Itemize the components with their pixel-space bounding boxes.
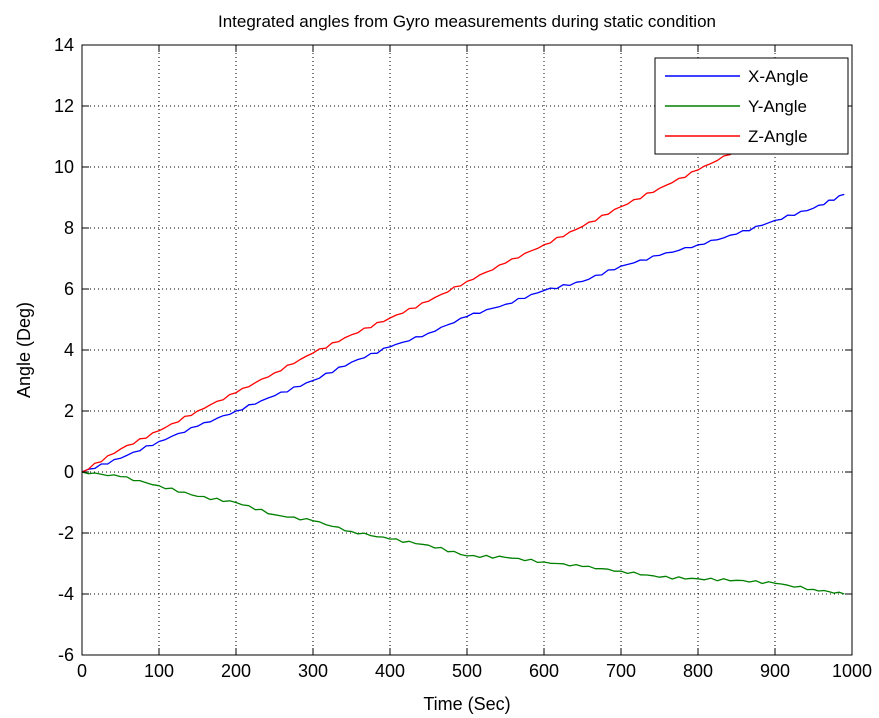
chart-title: Integrated angles from Gyro measurements…: [218, 12, 716, 31]
series-line-x-angle: [81, 193, 845, 473]
x-tick-label: 1000: [832, 661, 872, 681]
y-tick-label: -2: [58, 523, 74, 543]
y-axis-title: Angle (Deg): [14, 302, 34, 398]
x-tick-label: 200: [221, 661, 251, 681]
y-tick-label: 12: [54, 96, 74, 116]
series-line-y-angle: [81, 471, 845, 595]
x-tick-label: 0: [77, 661, 87, 681]
series-lines: [81, 102, 845, 595]
x-tick-label: 400: [375, 661, 405, 681]
y-tick-label: 4: [64, 340, 74, 360]
y-tick-label: 8: [64, 218, 74, 238]
axis-ticks: [81, 44, 853, 656]
x-tick-label: 900: [760, 661, 790, 681]
y-tick-label: 10: [54, 157, 74, 177]
legend-label-y-angle: Y-Angle: [748, 97, 807, 116]
y-tick-label: -4: [58, 584, 74, 604]
x-tick-label: 300: [298, 661, 328, 681]
x-axis-title: Time (Sec): [423, 694, 510, 714]
y-tick-label: 0: [64, 462, 74, 482]
series-line-z-angle: [81, 102, 845, 473]
legend: X-Angle Y-Angle Z-Angle: [654, 57, 849, 155]
y-tick-label: 2: [64, 401, 74, 421]
x-tick-label: 800: [683, 661, 713, 681]
x-tick-label: 700: [606, 661, 636, 681]
legend-label-x-angle: X-Angle: [748, 67, 808, 86]
y-tick-label: 6: [64, 279, 74, 299]
legend-label-z-angle: Z-Angle: [748, 127, 808, 146]
x-tick-label: 100: [144, 661, 174, 681]
y-tick-label: 14: [54, 35, 74, 55]
x-tick-label: 500: [452, 661, 482, 681]
tick-labels: 0 100 200 300 400 500 600 700 800 900 1000 -6 -4 -2 0 2…: [54, 35, 872, 681]
grid-lines: [82, 45, 852, 655]
x-tick-label: 600: [529, 661, 559, 681]
y-tick-label: -6: [58, 645, 74, 665]
